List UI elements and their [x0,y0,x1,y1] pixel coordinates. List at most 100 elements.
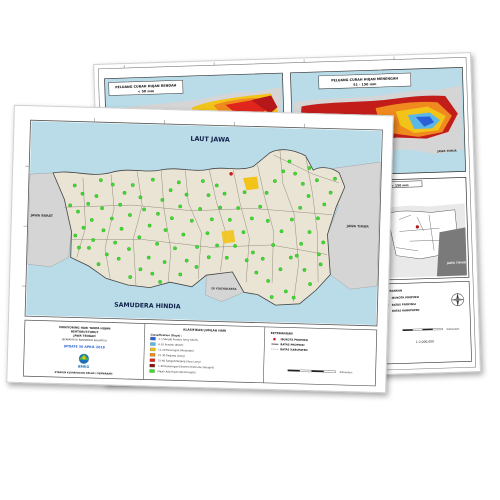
station-dot [96,262,101,267]
station-dot [287,159,292,164]
station-dot [173,246,177,251]
station-dot [307,166,312,170]
back-scale-unit: Kilometers [447,328,461,331]
patch-moderate [242,176,259,191]
station-dot [189,218,194,223]
station-dot [298,205,303,210]
station-dot [198,207,202,211]
station-dot [271,243,275,247]
station-dot [293,171,297,176]
station-dot [169,216,174,221]
panel-medium-title-line1: PELUANG CURAH HUJAN MENENGAH [331,76,398,82]
station-dot [215,243,219,248]
station-dot [206,193,211,198]
station-dot [160,198,165,202]
station-dot [205,231,210,236]
station-dot [264,190,269,195]
station-dot [278,267,283,272]
station-dot [151,177,155,182]
front-map-sheet: LAUT JAWA SAMUDERA HINDIA JAWA BARAT JAW… [6,104,394,394]
station-dot [127,247,131,251]
station-dot [283,289,288,294]
classification-item: Masih Ada Hujan (No Drought) [158,369,196,374]
station-dot [201,179,205,183]
station-dot [146,255,151,260]
station-dot [233,244,237,248]
station-dot [181,232,186,237]
classification-item: 6-10 Pendek (Short) [158,342,183,347]
station-dot [138,267,143,272]
station-dot [184,258,189,263]
front-legend-item-regency: BATAS KABUPATEN [280,347,308,352]
panel-high-title: > 150 mm [391,183,408,188]
station-dot [301,181,305,186]
agency-name: STASIUN KLIMATOLOGI KELAS I SEMARANG [55,371,113,376]
label-jawa-timur: JAWA TIMUR [346,224,370,229]
station-dot [288,255,293,260]
station-dot [158,280,162,284]
station-dot [269,295,274,299]
station-dot [101,228,106,233]
station-dot [317,252,321,257]
back-legend [378,281,472,365]
station-dot [260,256,265,261]
back-scale-ratio: 1:2,000,000 [416,339,434,344]
station-dot [119,226,124,231]
legend-capital-symbol [273,337,276,341]
station-dot [150,271,155,276]
station-dot [99,178,103,183]
station-dot [91,238,96,242]
station-dot [322,202,327,207]
classification-title: KLASIFIKASI JUMLAH HARI [183,328,226,333]
station-dot [81,225,86,230]
station-dot [155,241,159,246]
station-dot [94,194,99,198]
label-samudera-hindia: SAMUDERA HINDIA [114,302,181,311]
classification-swatch [150,336,156,341]
station-dot [315,178,319,183]
station-dot [138,195,143,200]
station-dot [209,217,214,222]
station-dot [227,217,232,222]
front-legend-item-capital: IBUKOTA PROPINSI [280,337,308,342]
panel-medium-title-line2: 51 - 150 mm [353,82,377,87]
station-dot [184,192,189,197]
panel-high-rainfall [375,177,470,281]
station-dot [244,258,249,263]
station-dot [142,207,146,212]
station-dot [279,229,284,234]
station-dot [72,183,77,188]
station-dot [137,235,142,240]
title-line-4: (BERAKHIR DI BANYAKNYA KALANTUL) [62,338,108,342]
station-dot [266,279,270,283]
station-dot [299,241,304,246]
station-dot [86,202,91,206]
station-dot [290,217,294,222]
back-legend-title: KETERANGAN [382,288,402,293]
scale-bar [287,369,336,373]
station-dot [307,230,312,234]
classification-swatch [149,369,155,373]
station-dot [116,256,121,261]
classification-legend: 1-5 Sangat Pendek (Very Short)6-10 Pende… [149,336,214,374]
station-dot [168,188,173,193]
classification-swatch [150,347,156,352]
station-dot [258,204,263,209]
station-dot [89,218,94,222]
station-dot [195,245,199,249]
back-region-jawa-timur-2: JAWA TIMUR [446,260,467,265]
station-dot [194,265,199,269]
front-scale-unit: Kilometers [340,371,354,374]
station-dot [128,275,133,279]
station-dot [147,223,152,228]
title-line-1: MONITORING HARI TANPA HUJAN [59,325,111,330]
station-dot [118,202,123,207]
station-dot [109,216,114,221]
station-dot [295,253,299,258]
station-dot [302,268,307,272]
capital-marker [228,171,234,177]
station-dot [122,191,127,195]
station-dot [273,179,277,183]
classification-item: > 60 Kekeringan Ekstrem (Extreme Drought… [158,364,214,370]
station-dot [73,233,78,238]
